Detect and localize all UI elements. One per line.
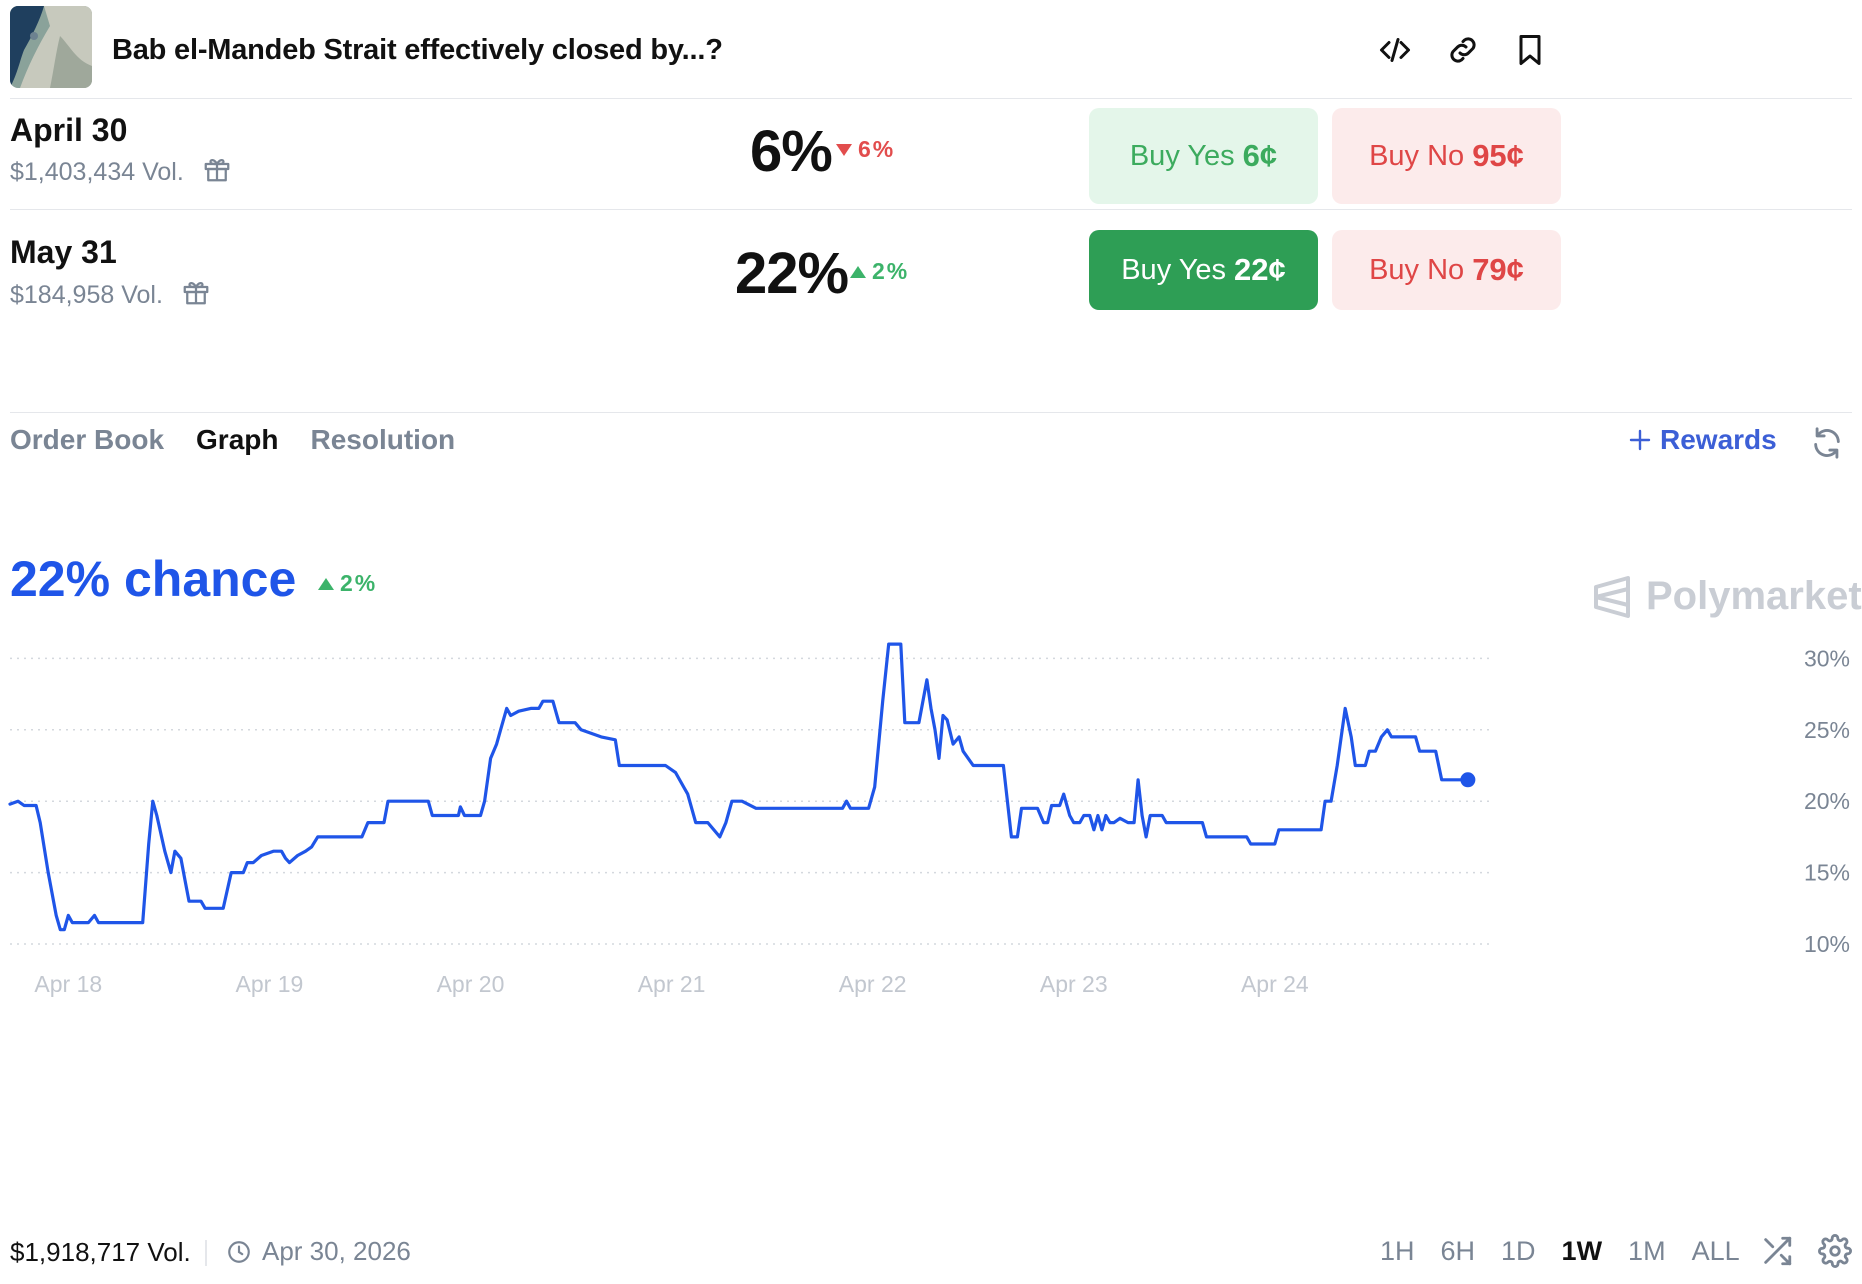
buy-yes-label: Buy Yes — [1121, 253, 1227, 286]
tab-resolution[interactable]: Resolution — [310, 424, 456, 455]
clock-icon — [228, 1240, 250, 1263]
footer-separator — [205, 1240, 207, 1266]
outcome-row-april-30: April 30 $1,403,434 Vol. 6% 6% Buy Yes 6¢… — [10, 108, 1852, 228]
buy-yes-button[interactable]: Buy Yes 6¢ — [1089, 108, 1318, 204]
divider — [10, 209, 1852, 210]
outcome-volume: $1,403,434 Vol. — [10, 154, 232, 191]
settings-gear-icon[interactable] — [1818, 1234, 1852, 1268]
embed-code-icon[interactable] — [1375, 30, 1415, 70]
rewards-label: Rewards — [1660, 424, 1777, 455]
range-1m[interactable]: 1M — [1628, 1236, 1666, 1266]
volume-text: $184,958 Vol. — [10, 281, 163, 309]
series-line — [8, 642, 1470, 932]
buy-no-button[interactable]: Buy No 79¢ — [1332, 230, 1561, 310]
time-range-selector: 1H 6H 1D 1W 1M ALL — [1380, 1236, 1740, 1267]
outcome-row-may-31: May 31 $184,958 Vol. 22% 2% Buy Yes 22¢ B… — [10, 230, 1852, 350]
bookmark-icon[interactable] — [1510, 30, 1550, 70]
chance-headline: 22% chance — [10, 551, 297, 607]
x-tick-label: Apr 19 — [236, 971, 304, 997]
range-1w[interactable]: 1W — [1561, 1236, 1603, 1266]
buy-no-label: Buy No — [1369, 253, 1465, 286]
tab-order-book[interactable]: Order Book — [10, 424, 165, 455]
x-tick-label: Apr 18 — [34, 971, 102, 997]
range-6h[interactable]: 6H — [1440, 1236, 1476, 1266]
x-tick-label: Apr 20 — [437, 971, 505, 997]
polymarket-logo-icon — [1594, 575, 1630, 618]
buy-yes-button[interactable]: Buy Yes 22¢ — [1089, 230, 1318, 310]
outcome-volume: $184,958 Vol. — [10, 277, 211, 314]
shuffle-icon[interactable] — [1760, 1234, 1794, 1268]
buy-yes-price: 6¢ — [1242, 138, 1278, 173]
outcome-chance: 22% — [735, 241, 849, 306]
y-tick-label: 25% — [1804, 717, 1850, 743]
outcome-chance: 6% — [750, 119, 833, 184]
current-value-dot — [1460, 772, 1476, 788]
change-value: 2% — [872, 258, 910, 284]
range-1h[interactable]: 1H — [1380, 1236, 1415, 1266]
divider — [10, 412, 1852, 413]
gift-icon[interactable] — [181, 277, 211, 314]
refresh-icon[interactable] — [1810, 426, 1844, 460]
gift-icon[interactable] — [202, 154, 232, 191]
link-icon[interactable] — [1443, 30, 1483, 70]
total-volume: $1,918,717 Vol. — [10, 1237, 191, 1267]
y-tick-label: 15% — [1804, 860, 1850, 886]
buy-no-price: 95¢ — [1472, 138, 1524, 173]
market-header: Bab el-Mandeb Strait effectively closed … — [10, 6, 1852, 88]
range-1d[interactable]: 1D — [1501, 1236, 1536, 1266]
rewards-button[interactable]: Rewards — [1628, 424, 1777, 456]
x-tick-label: Apr 22 — [839, 971, 907, 997]
outcome-change: 6% — [836, 136, 895, 163]
buy-no-button[interactable]: Buy No 95¢ — [1332, 108, 1561, 204]
volume-text: $1,403,434 Vol. — [10, 158, 184, 186]
range-all[interactable]: ALL — [1691, 1236, 1740, 1266]
change-value: 2% — [340, 570, 378, 596]
buy-no-price: 79¢ — [1472, 252, 1524, 287]
x-tick-label: Apr 23 — [1040, 971, 1108, 997]
market-thumbnail[interactable] — [10, 6, 92, 88]
chance-change: 2% — [318, 570, 377, 597]
outcome-date: May 31 — [10, 234, 117, 270]
y-tick-label: 10% — [1804, 931, 1850, 957]
tab-graph[interactable]: Graph — [196, 424, 279, 455]
y-tick-label: 30% — [1804, 645, 1850, 671]
divider — [10, 98, 1852, 99]
x-tick-label: Apr 21 — [638, 971, 706, 997]
y-tick-label: 20% — [1804, 788, 1850, 814]
end-date-text: Apr 30, 2026 — [262, 1236, 411, 1266]
up-triangle-icon — [850, 265, 866, 278]
change-value: 6% — [858, 136, 896, 162]
down-triangle-icon — [836, 143, 852, 156]
outcome-change: 2% — [850, 258, 909, 285]
detail-tabs: Order Book Graph Resolution — [10, 424, 455, 456]
buy-yes-price: 22¢ — [1234, 252, 1286, 287]
end-date: Apr 30, 2026 — [226, 1236, 411, 1267]
polymarket-watermark: Polymarket — [1592, 574, 1862, 619]
buy-no-label: Buy No — [1369, 139, 1465, 172]
buy-yes-label: Buy Yes — [1129, 139, 1235, 172]
up-triangle-icon — [318, 577, 334, 590]
x-tick-label: Apr 24 — [1241, 971, 1309, 997]
market-title: Bab el-Mandeb Strait effectively closed … — [112, 34, 723, 66]
outcome-date: April 30 — [10, 112, 128, 148]
brand-name: Polymarket — [1646, 574, 1862, 618]
plus-icon — [1629, 429, 1651, 451]
